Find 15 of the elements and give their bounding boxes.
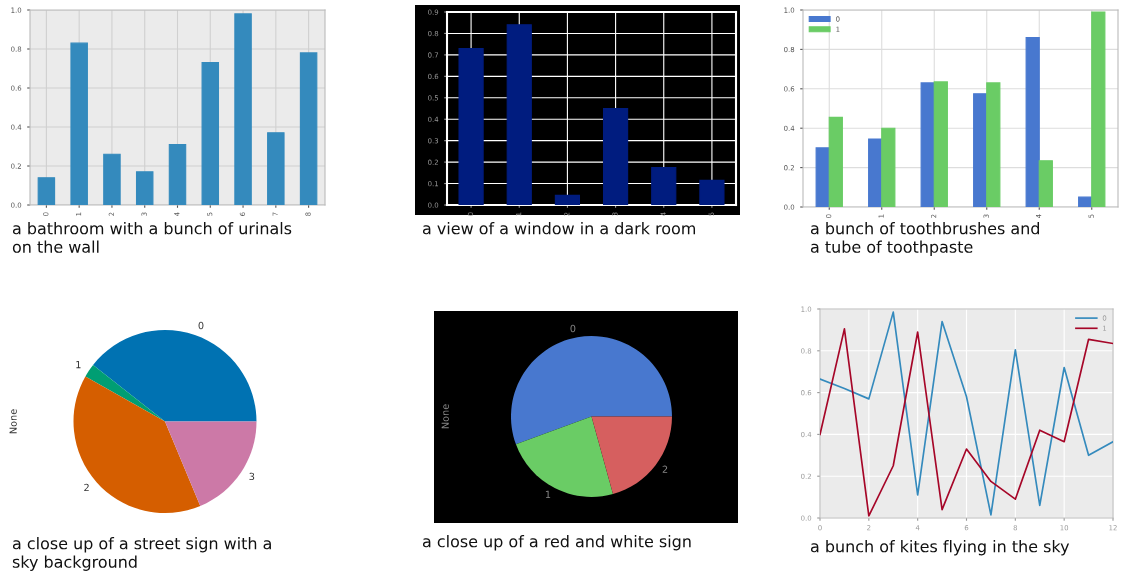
slice-label: 2 [84,483,89,491]
slice-label: 2 [662,465,668,473]
text: a view of a window in a dark room [422,222,696,235]
slice-label: 0 [198,321,204,330]
text: a close up of a red and white sign [422,535,691,551]
text: a bunch of toothbrushes and a tube of toothpaste [810,222,1039,256]
slice-label: 0 [570,324,576,333]
text: None [9,409,17,434]
text: a bathroom with a bunch of urinals on the wall [12,222,292,253]
text: a close up of a street sign with a sky background [12,537,271,571]
slice-label: 1 [545,490,551,498]
slice-label: 3 [249,472,255,481]
slice-label: 1 [76,361,81,369]
text: None [441,404,449,429]
text: a bunch of kites flying in the sky [810,540,1070,556]
